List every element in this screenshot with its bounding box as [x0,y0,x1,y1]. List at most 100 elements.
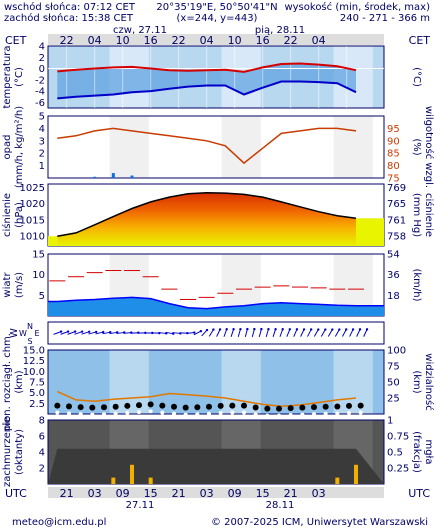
panel-ylabel-right: wilgotność wzgl. [423,106,434,188]
cloud-extent-dot [159,402,166,409]
panel-unit-left: (m/s) [14,272,25,298]
wind-arrow-head [212,328,215,331]
y-tick-label: 4 [39,448,45,459]
y-tick-label-right: 765 [387,199,406,210]
cloud-base-dot [347,410,351,415]
wind-arrow [130,332,139,334]
temperature-plot [48,46,384,108]
top-hour-label: 16 [144,34,158,47]
top-hour-label: 04 [312,34,326,47]
bottom-hour-label: 21 [284,487,298,500]
cloud-base-dot [148,409,153,414]
cloud-base-dot [218,410,223,415]
wind-arrow [193,330,202,336]
compass-label: W [19,329,27,338]
cloud-base-dot [253,412,258,417]
wind-arrow-head [331,328,334,331]
y-tick-label: 10.0 [23,367,45,378]
panel-unit-right: (km/h) [411,268,422,301]
wind-arrow [279,329,284,337]
panel-wind_direction: W [9,321,385,345]
wind-arrow-head [309,328,313,331]
top-axis-band [48,34,384,45]
y-tick-label: -6 [35,98,45,109]
wind-plot [48,254,384,316]
y-tick-label: 2 [39,464,45,475]
panel-clouds: zachmurzenie (oktanty) mgła(frakcja) 8 6 4 2 1 0… [2,416,434,488]
panel-unit-right: (mm Hg) [411,193,422,237]
cloud-base-dot [230,410,235,415]
cloud-extent-dot [136,402,142,409]
wind-arrow [172,332,181,334]
footer-email[interactable]: meteo@icm.edu.pl [12,517,106,528]
cloud-base-dot [242,410,246,415]
panel-unit-right: (km) [411,370,422,393]
wind-arrow [244,329,248,337]
fog-bar [354,464,358,484]
cloud-base-dot [183,412,188,417]
wind-arrow [123,332,132,334]
panel-ylabel-right: mgła [423,439,434,464]
wind-arrow-head [295,328,299,331]
wind-arrow-head [87,330,91,333]
cloud-base-dot [102,412,106,417]
panel-unit-right: (°C) [411,67,422,87]
bottom-hour-label: 15 [144,487,158,500]
wind-line [48,296,384,310]
wind-arrow-head [94,330,98,334]
y-tick-label-right: 80 [387,161,400,172]
cloud-extent-dot [101,404,107,411]
y-tick-label: 0 [39,64,45,75]
bottom-hour-label: 03 [312,487,326,500]
y-tick-label: 6 [39,432,45,443]
y-tick-label-right: 75 [387,174,400,185]
panel-ylabel-left: W [9,328,20,338]
wind-area [48,297,384,316]
wind-arrow [116,331,125,335]
fog-bar [335,477,340,484]
y-tick-label: 4 [39,124,45,135]
panel-frame [47,321,385,345]
wind-arrow [223,329,228,337]
precipitation-bar [93,176,97,178]
cloud-base-dot [113,411,118,416]
y-tick-label-right: 758 [387,232,406,243]
wind-arrow-head [351,328,355,331]
cloud-extent-dot [147,401,154,408]
humidity-line [57,127,357,165]
wind-arrow-head [66,330,70,333]
y-tick-label: 5.0 [29,388,45,399]
cloud-extent-dot [194,404,201,411]
wind-arrow [286,329,291,337]
bottom-axis-tz-left: UTC [5,487,27,500]
top-axis-date-1: czw, 27.11 [113,25,167,36]
pressure-line [57,192,357,237]
bottom-axis-date-1: 27.11 [126,500,155,511]
wind-arrow [272,329,277,337]
wind-arrow-head [109,330,112,334]
wind-arrow [265,329,269,337]
wind-arrow-head [193,331,196,334]
wind-arrow-head [73,330,77,333]
cloud-extent-dot [217,402,224,409]
wind-arrow-head [232,327,235,331]
cloud-base-dot [172,411,176,416]
wind-arrow-head [317,328,320,331]
cloud-extent-dot [276,405,282,412]
bottom-hour-label: 03 [88,487,102,500]
bottom-axis-band [48,487,384,498]
y-tick-label: 15 [32,250,45,261]
wind-arrow [342,329,347,337]
wind-arrow-head [225,328,228,331]
wind-arrow-head [59,330,63,333]
panel-ylabel-left: wiatr [2,272,13,298]
y-tick-label: -4 [35,87,45,98]
y-tick-label: 1020 [20,199,45,210]
cloud-extent-dot [171,403,177,410]
wind-arrow-head [281,328,284,331]
wind-arrow-head [324,328,327,331]
y-tick-label: 1025 [20,183,45,194]
y-tick-label-right: 36 [387,270,400,281]
daylight-band [109,350,149,414]
